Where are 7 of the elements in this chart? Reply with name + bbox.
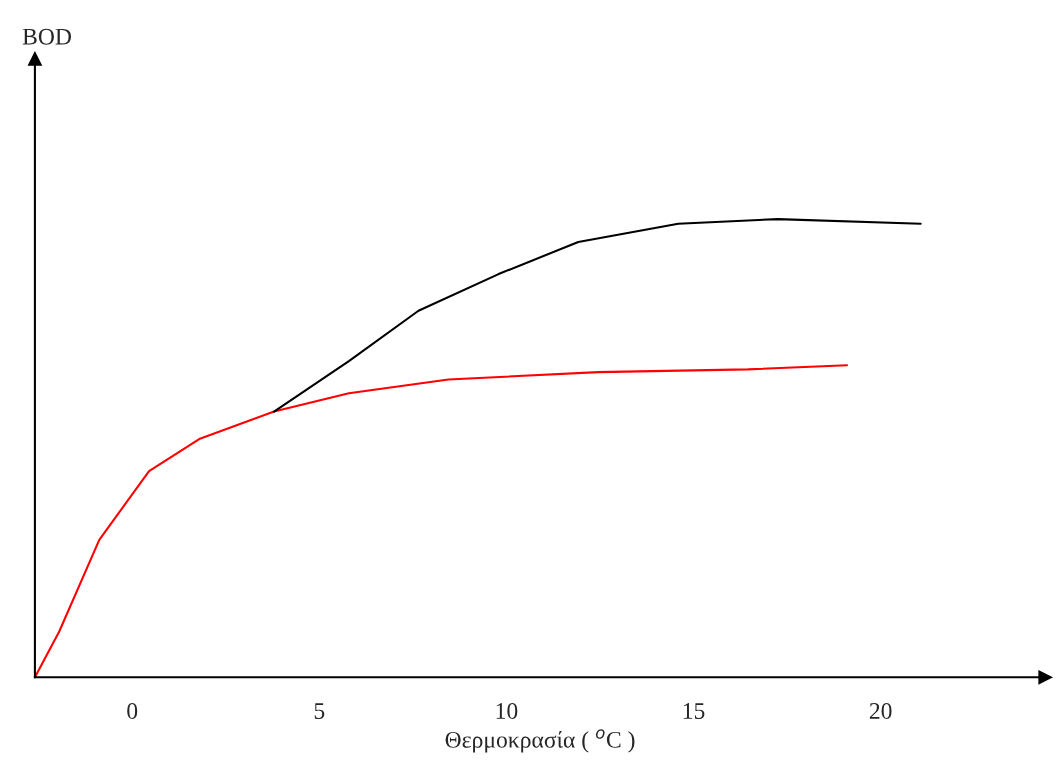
x-tick-label: 0 (127, 702, 138, 719)
x-tick-label: 15 (683, 703, 705, 719)
x-axis-title: Θερμοκρασία ( $^{o}$C ) (445, 729, 635, 753)
x-tick-label: 5 (314, 703, 325, 719)
x-tick-label: 10 (496, 702, 518, 719)
text: BOD (22, 28, 72, 45)
x-tick-label: 20 (869, 702, 892, 719)
